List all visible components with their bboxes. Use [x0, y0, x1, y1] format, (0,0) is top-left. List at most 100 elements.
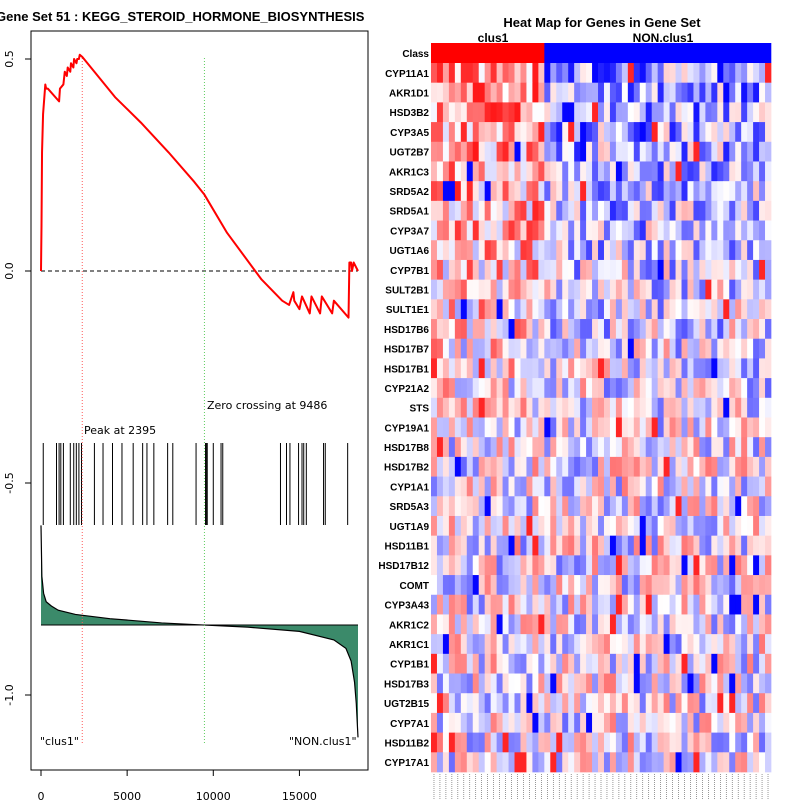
heatmap-cell: [538, 515, 545, 537]
heatmap-cell: [454, 378, 462, 399]
heatmap-cell: [723, 437, 730, 458]
heatmap-cell: [442, 102, 450, 123]
heatmap-cell: [508, 181, 515, 202]
heatmap-cell: [574, 240, 581, 261]
heatmap-cell: [574, 476, 581, 497]
heatmap-cell: [466, 102, 474, 123]
heatmap-cell: [663, 732, 670, 753]
heatmap-cell: [753, 496, 760, 517]
heatmap-cell: [651, 102, 659, 123]
heatmap-cell: [753, 673, 760, 694]
heatmap-cell: [574, 732, 581, 753]
heatmap-cell: [747, 102, 754, 123]
heatmap-cell: [675, 555, 682, 576]
heatmap-cell: [592, 63, 599, 84]
heatmap-cell: [448, 555, 456, 576]
heatmap-cell: [556, 378, 563, 399]
heatmap-cell: [609, 476, 617, 497]
heatmap-cell: [741, 161, 748, 182]
heatmap-cell: [496, 397, 503, 418]
heatmap-cell: [574, 515, 581, 537]
heatmap-cell: [675, 515, 682, 537]
heatmap-cell: [472, 259, 480, 280]
heatmap-cell: [705, 378, 712, 399]
heatmap-cell: [592, 476, 599, 497]
heatmap-cell: [687, 181, 694, 202]
heatmap-cell: [735, 299, 742, 320]
heatmap-cell: [538, 161, 545, 182]
heatmap-cell: [741, 82, 748, 103]
heatmap-cell: [598, 200, 605, 221]
heatmap-cell: [753, 358, 760, 379]
heatmap-cell: [592, 712, 599, 733]
y-tick-label: -0.5: [3, 472, 16, 493]
heatmap-cell: [645, 102, 653, 123]
heatmap-cell: [711, 102, 718, 123]
heatmap-cell: [478, 338, 486, 359]
heatmap-cell: [705, 456, 712, 477]
heatmap-cell: [633, 63, 641, 84]
heatmap-cell: [651, 259, 659, 280]
heatmap-cell: [621, 555, 629, 576]
heatmap-cell: [717, 712, 724, 733]
heatmap-cell: [520, 555, 527, 576]
heatmap-cell: [574, 259, 581, 280]
heatmap-cell: [747, 122, 754, 143]
heatmap-cell: [729, 279, 736, 300]
heatmap-cell: [484, 732, 491, 753]
heatmap-cell: [687, 456, 694, 477]
heatmap-cell: [586, 181, 593, 202]
heatmap-cell: [717, 634, 724, 655]
heatmap-cell: [496, 200, 503, 221]
gene-label: CYP1A1: [390, 482, 429, 493]
heatmap-cell: [699, 200, 706, 221]
heatmap-cell: [723, 673, 730, 694]
heatmap-cell: [669, 141, 676, 162]
heatmap-cell: [460, 220, 468, 241]
heatmap-cell: [759, 673, 766, 694]
heatmap-cell: [484, 397, 491, 418]
heatmap-cell: [603, 693, 611, 714]
heatmap-cell: [514, 122, 521, 143]
heatmap-cell: [735, 220, 742, 241]
heatmap-cell: [663, 63, 670, 84]
heatmap-cell: [627, 141, 635, 162]
heatmap-cell: [663, 535, 670, 556]
heatmap-cell: [431, 476, 438, 497]
heatmap-cell: [735, 653, 742, 674]
heatmap-cell: [508, 732, 515, 753]
heatmap-cell: [580, 712, 587, 733]
heatmap-cell: [759, 653, 766, 674]
heatmap-cell: [556, 515, 563, 537]
heatmap-cell: [699, 693, 706, 714]
heatmap-cell: [568, 397, 575, 418]
heatmap-cell: [472, 200, 480, 221]
heatmap-cell: [568, 594, 575, 615]
heatmap-title: Heat Map for Genes in Gene Set: [503, 15, 701, 30]
heatmap-cell: [717, 732, 724, 753]
heatmap-cell: [693, 141, 700, 162]
heatmap-cell: [747, 319, 754, 340]
gene-label: HSD17B1: [384, 364, 429, 375]
heatmap-cell: [550, 535, 557, 556]
heatmap-cell: [550, 299, 557, 320]
heatmap-cell: [705, 614, 712, 635]
heatmap-cell: [526, 555, 533, 576]
heatmap-cell: [454, 200, 462, 221]
heatmap-cell: [442, 614, 450, 635]
heatmap-cell: [526, 220, 533, 241]
heatmap-cell: [639, 279, 647, 300]
heatmap-cell: [753, 515, 760, 537]
heatmap-cell: [741, 141, 748, 162]
heatmap-cell: [496, 220, 503, 241]
heatmap-cell: [741, 200, 748, 221]
heatmap-cell: [669, 693, 676, 714]
heatmap-cell: [639, 122, 647, 143]
heatmap-cell: [502, 299, 509, 320]
heatmap-cell: [639, 299, 647, 320]
heatmap-cell: [615, 476, 623, 497]
heatmap-cell: [448, 693, 456, 714]
heatmap-cell: [586, 279, 593, 300]
heatmap-cell: [556, 319, 563, 340]
heatmap-cell: [609, 358, 617, 379]
